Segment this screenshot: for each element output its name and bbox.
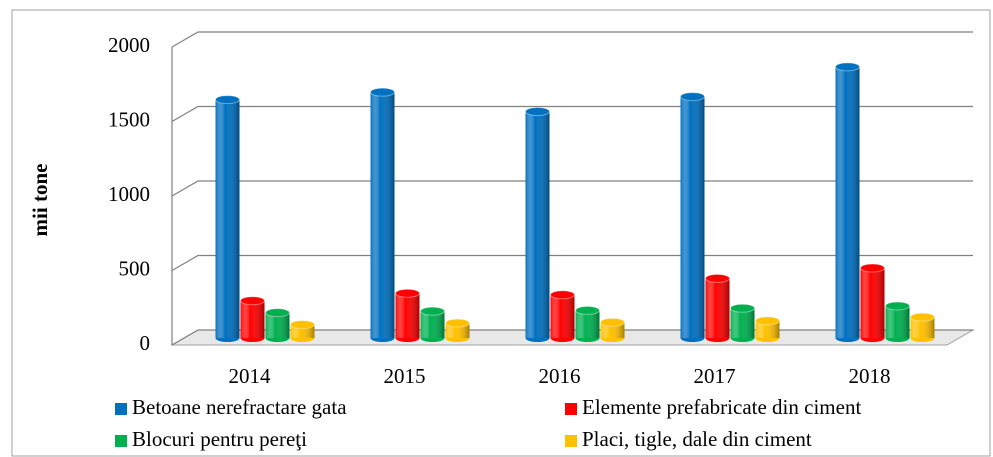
y-axis-label: mii tone bbox=[28, 164, 52, 237]
bar-shade bbox=[755, 320, 780, 338]
y-tick-label: 1000 bbox=[108, 182, 150, 206]
bar-top bbox=[600, 317, 625, 327]
y-tick-label: 2000 bbox=[108, 33, 150, 57]
grid-line bbox=[171, 254, 973, 272]
bar bbox=[755, 316, 780, 342]
bar bbox=[910, 312, 935, 342]
bar-top bbox=[420, 306, 445, 316]
grid-line bbox=[171, 31, 973, 48]
x-tick-label: 2016 bbox=[539, 364, 581, 388]
bar bbox=[525, 107, 550, 342]
bar-shade bbox=[445, 323, 470, 338]
bar-shade bbox=[600, 322, 625, 338]
bar-shade bbox=[575, 310, 600, 338]
y-tick-label: 0 bbox=[140, 331, 151, 355]
bar-shade bbox=[265, 312, 290, 338]
bar-shade bbox=[240, 300, 265, 338]
legend-label: Elemente prefabricate din ciment bbox=[582, 395, 861, 419]
bar-top bbox=[445, 318, 470, 328]
legend-swatch bbox=[115, 403, 127, 415]
bar-shade bbox=[680, 96, 705, 339]
bar-top bbox=[910, 312, 935, 322]
x-tick-label: 2017 bbox=[694, 364, 736, 388]
bar-top bbox=[370, 87, 395, 97]
bar bbox=[290, 320, 315, 342]
bar-top bbox=[680, 92, 705, 102]
bar-shade bbox=[395, 293, 420, 338]
bar-top bbox=[215, 95, 240, 105]
bar-shade bbox=[705, 278, 730, 338]
bar-top bbox=[395, 288, 420, 298]
bar bbox=[860, 263, 885, 342]
legend-swatch bbox=[565, 403, 577, 415]
bar-top bbox=[755, 316, 780, 326]
legend-swatch bbox=[565, 435, 577, 447]
bar bbox=[215, 95, 240, 342]
bar bbox=[420, 306, 445, 342]
grid-line bbox=[171, 105, 973, 123]
bar-shade bbox=[730, 308, 755, 338]
bar-top bbox=[240, 296, 265, 306]
x-tick-label: 2014 bbox=[229, 364, 272, 388]
chart-frame bbox=[11, 9, 991, 457]
bar bbox=[835, 62, 860, 342]
bar-shade bbox=[525, 111, 550, 339]
bar bbox=[730, 303, 755, 342]
bar-top bbox=[835, 62, 860, 72]
bar bbox=[575, 305, 600, 342]
legend-label: Placi, tigle, dale din ciment bbox=[582, 427, 812, 451]
bar-top bbox=[885, 301, 910, 311]
bar-shade bbox=[370, 92, 395, 339]
bar bbox=[395, 288, 420, 342]
bar-shade bbox=[215, 99, 240, 338]
bar bbox=[705, 273, 730, 342]
legend-swatch bbox=[115, 435, 127, 447]
bar-top bbox=[575, 305, 600, 315]
y-tick-label: 1500 bbox=[108, 107, 150, 131]
bar-top bbox=[290, 320, 315, 330]
bar bbox=[445, 318, 470, 342]
bar-shade bbox=[420, 311, 445, 338]
bar bbox=[680, 92, 705, 342]
bar bbox=[550, 290, 575, 342]
bar-top bbox=[730, 303, 755, 313]
bar-shade bbox=[910, 317, 935, 338]
grid-line bbox=[171, 180, 973, 197]
y-tick-label: 500 bbox=[119, 256, 151, 280]
legend-label: Betoane nerefractare gata bbox=[132, 395, 347, 419]
bar-top bbox=[860, 263, 885, 273]
x-tick-label: 2015 bbox=[384, 364, 426, 388]
x-tick-label: 2018 bbox=[849, 364, 891, 388]
bar-top bbox=[705, 273, 730, 283]
bar bbox=[265, 308, 290, 342]
bar bbox=[370, 87, 395, 342]
bar-top bbox=[550, 290, 575, 300]
bar bbox=[885, 301, 910, 342]
bar-top bbox=[265, 308, 290, 318]
bar-shade bbox=[835, 66, 860, 338]
bar-top bbox=[525, 107, 550, 117]
bar-shade bbox=[885, 305, 910, 338]
bar bbox=[600, 317, 625, 342]
bar-shade bbox=[860, 267, 885, 338]
bar bbox=[240, 296, 265, 342]
bar-shade bbox=[550, 294, 575, 338]
legend-label: Blocuri pentru pereţi bbox=[132, 427, 307, 451]
